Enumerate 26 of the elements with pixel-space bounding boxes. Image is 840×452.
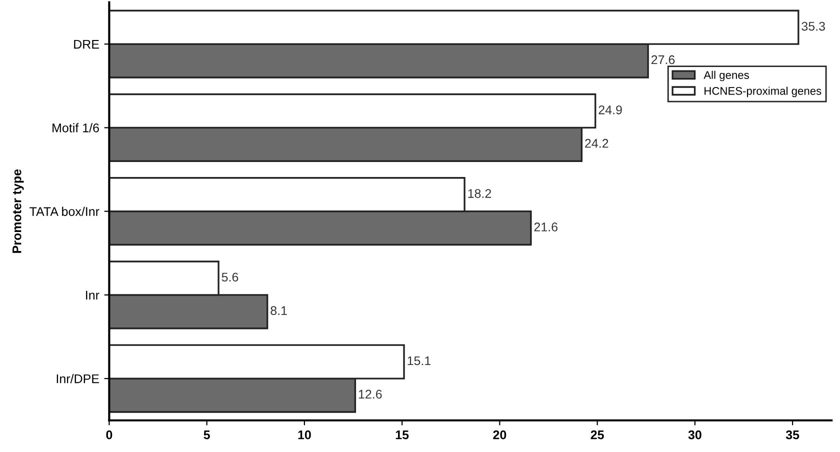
legend-label: All genes — [704, 70, 749, 82]
x-tick-label: 15 — [396, 430, 409, 440]
data-label: 27.6 — [651, 55, 675, 64]
data-label: 24.2 — [585, 138, 608, 148]
y-tick-label: TATA box/Inr — [30, 206, 100, 216]
data-label: 12.6 — [358, 390, 382, 399]
data-label: 24.9 — [598, 105, 622, 114]
data-label: 5.6 — [222, 272, 238, 282]
y-axis-title: Promoter type — [12, 169, 24, 253]
x-tick-label: 0 — [106, 430, 112, 440]
x-tick-label: 20 — [493, 430, 506, 440]
data-label: 18.2 — [468, 189, 492, 198]
data-label: 15.1 — [408, 356, 431, 366]
x-tick-label: 35 — [786, 430, 800, 440]
data-label: 21.6 — [534, 222, 558, 232]
x-tick-label: 5 — [204, 430, 210, 440]
y-tick-label: DRE — [74, 40, 99, 49]
x-tick-label: 30 — [688, 430, 702, 440]
y-tick-label: Motif 1/6 — [52, 123, 99, 132]
x-tick-label: 10 — [298, 430, 311, 440]
y-tick-label: Inr — [86, 290, 100, 300]
legend-label: HCNES-proximal genes — [704, 86, 822, 98]
y-tick-label: Inr/DPE — [56, 374, 99, 384]
x-tick-label: 25 — [590, 430, 604, 440]
data-label: 8.1 — [270, 306, 287, 316]
data-label: 35.3 — [802, 22, 825, 31]
